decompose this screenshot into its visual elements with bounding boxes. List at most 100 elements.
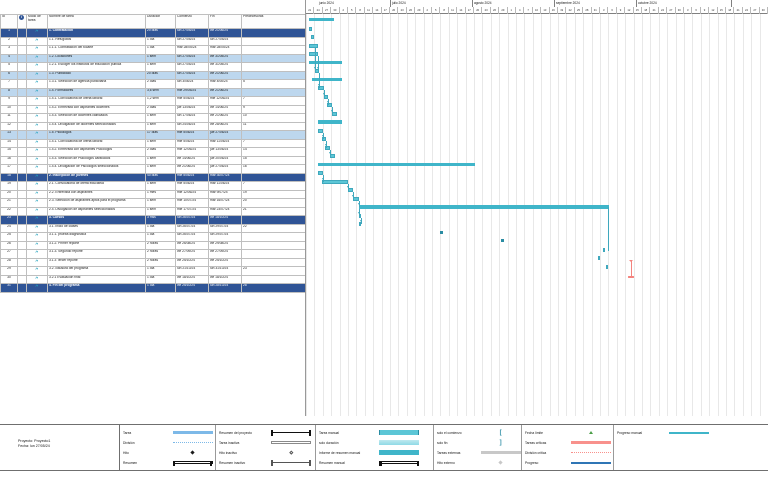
table-row[interactable]: 24 ➜ 3.1. Inicio de clases 1 día lun 26/07/2… [0,223,306,233]
table-row[interactable]: 12 ➜ 1.4.4. Divulgación de docentes selecc… [0,121,306,131]
predecessors-cell[interactable] [241,240,306,250]
row-indicator-cell[interactable] [17,70,27,80]
start-date-cell[interactable]: vie 27/09/24 [175,249,209,259]
row-id-cell[interactable]: 31 [0,283,18,293]
finish-date-cell[interactable]: mar 11/06/24 [208,181,242,191]
task-mode-icon[interactable]: ➜ [26,266,48,276]
row-indicator-cell[interactable] [17,206,27,216]
task-mode-icon[interactable]: ➜ [26,257,48,267]
start-date-cell[interactable]: lun 27/05/24 [175,36,209,46]
task-mode-icon[interactable]: ➜ [26,172,48,182]
start-date-cell[interactable]: mié 5/06/24 [175,181,209,191]
task-name-cell[interactable]: 1.4.3. Selección de docentes calificados [47,113,146,123]
row-id-cell[interactable]: 14 [0,138,18,148]
row-indicator-cell[interactable] [17,172,27,182]
row-indicator-cell[interactable] [17,36,27,46]
gantt-task-bar[interactable] [330,154,335,159]
finish-date-cell[interactable]: vie 25/10/24 [208,257,242,267]
task-mode-icon[interactable]: ➜ [26,155,48,165]
predecessors-cell[interactable] [241,215,306,225]
table-row[interactable]: 4 ➜ 1.2. Locaciones 1 sem lun 27/05/24 vie 31… [0,53,306,63]
table-row[interactable]: 26 ➜ 3.1.2. Primer reporte 2 horas vie 26/08… [0,240,306,250]
row-id-cell[interactable]: 19 [0,181,18,191]
duration-cell[interactable]: 1 sem [145,181,176,191]
finish-date-cell[interactable]: mié 12/06/24 [208,96,242,106]
table-row[interactable]: 9 ➜ 1.4.1. Convocatoria de oferta laboral 1… [0,96,306,106]
predecessors-cell[interactable] [241,45,306,55]
predecessors-cell[interactable] [241,232,306,242]
task-mode-icon[interactable]: ➜ [26,70,48,80]
row-id-cell[interactable]: 25 [0,232,18,242]
col-header-duration[interactable]: Duración [145,14,176,29]
duration-cell[interactable]: 1 día [145,274,176,284]
row-indicator-cell[interactable] [17,257,27,267]
predecessors-cell[interactable]: 20 [241,198,306,208]
task-name-cell[interactable]: 1.1. Refugiatos [47,36,146,46]
finish-date-cell[interactable]: lun 29/07/24 [208,223,242,233]
col-header-start[interactable]: Comienzo [175,14,209,29]
task-name-cell[interactable]: 3.1.2. Primer reporte [47,240,146,250]
predecessors-cell[interactable] [241,53,306,63]
task-name-cell[interactable]: 1.2.1. Escoger los institutos de educaci… [47,62,146,72]
task-name-cell[interactable]: 3.2. clausura del programa [47,266,146,276]
task-name-cell[interactable]: 1.2. Locaciones [47,53,146,63]
row-indicator-cell[interactable] [17,121,27,131]
predecessors-cell[interactable]: 10 [241,113,306,123]
finish-date-cell[interactable]: jue 27/06/24 [208,130,242,140]
task-name-cell[interactable]: 3. Cursos [47,215,146,225]
task-mode-icon[interactable]: ➜ [26,147,48,157]
start-date-cell[interactable]: mié 12/06/24 [175,189,209,199]
duration-cell[interactable]: 1,2 sem [145,96,176,106]
start-date-cell[interactable]: lun 27/05/24 [175,62,209,72]
row-id-cell[interactable]: 11 [0,113,18,123]
table-row[interactable]: 29 ➜ 3.2. clausura del programa 1 día lun 21… [0,266,306,276]
finish-date-cell[interactable]: mar 11/06/24 [208,138,242,148]
task-mode-icon[interactable]: ➜ [26,87,48,97]
task-mode-icon[interactable]: ➜ [26,206,48,216]
finish-date-cell[interactable]: vie 18/10/24 [208,215,242,225]
predecessors-cell[interactable]: 15 [241,155,306,165]
gantt-task-bar[interactable] [327,103,332,108]
start-date-cell[interactable]: lun 3/06/24 [175,79,209,89]
row-indicator-cell[interactable] [17,223,27,233]
table-row[interactable]: 2 ➜ 1.1. Refugiatos 1 día lun 27/05/24 lun 27… [0,36,306,46]
predecessors-cell[interactable] [241,70,306,80]
task-name-cell[interactable]: 2.4. Divulgación de aspirantes seleccion… [47,206,146,216]
task-name-cell[interactable]: 1.4.2. Entrevista con aspirantes docente… [47,104,146,114]
duration-cell[interactable]: 1 sem [145,155,176,165]
predecessors-cell[interactable] [241,274,306,284]
table-row[interactable]: 3 ➜ 1.1.1. Contratación del tocarte 1 día ma… [0,45,306,55]
row-indicator-cell[interactable] [17,198,27,208]
task-mode-icon[interactable]: ➜ [26,79,48,89]
table-row[interactable]: 31 ➜ 4. Fin del programa 1 día vie 25/10/24 l… [0,283,306,293]
duration-cell[interactable]: 1 sem [145,206,176,216]
finish-date-cell[interactable]: mar 23/07/24 [208,206,242,216]
finish-date-cell[interactable]: vie 31/05/24 [208,62,242,72]
predecessors-cell[interactable] [241,36,306,46]
col-header-indicator[interactable]: i [17,14,27,29]
table-row[interactable]: 7 ➜ 1.3.1. Selección de agencia publicitar… [0,79,306,89]
row-id-cell[interactable]: 3 [0,45,18,55]
row-indicator-cell[interactable] [17,240,27,250]
predecessors-cell[interactable]: 7 [241,181,306,191]
row-id-cell[interactable]: 22 [0,206,18,216]
row-indicator-cell[interactable] [17,45,27,55]
task-name-cell[interactable]: 3.1.3. Segundo reporte [47,249,146,259]
task-name-cell[interactable]: 3.1.3 Tercer reporte [47,257,146,267]
task-name-cell[interactable]: 3.1. Inicio de clases [47,223,146,233]
duration-cell[interactable]: 1 sem [145,198,176,208]
task-name-cell[interactable]: 2.1. Convocatoria de oferta educativa [47,181,146,191]
row-id-cell[interactable]: 15 [0,147,18,157]
duration-cell[interactable]: 1 día [145,232,176,242]
finish-date-cell[interactable]: vie 21/06/24 [208,28,242,38]
task-mode-icon[interactable]: ➜ [26,36,48,46]
task-mode-icon[interactable]: ➜ [26,198,48,208]
finish-date-cell[interactable]: vie 28/06/24 [208,121,242,131]
start-date-cell[interactable]: mié 5/06/24 [175,138,209,148]
task-name-cell[interactable]: 1. Contratación [47,28,146,38]
table-row[interactable]: 18 ➜ 2. Inscripción de jóvenes 40 días mié 5… [0,172,306,182]
duration-cell[interactable]: 1 sem [145,164,176,174]
start-date-cell[interactable]: vie 18/10/24 [175,274,209,284]
duration-cell[interactable]: 1 sem [145,62,176,72]
task-name-cell[interactable]: 1.4. Formadores [47,87,146,97]
